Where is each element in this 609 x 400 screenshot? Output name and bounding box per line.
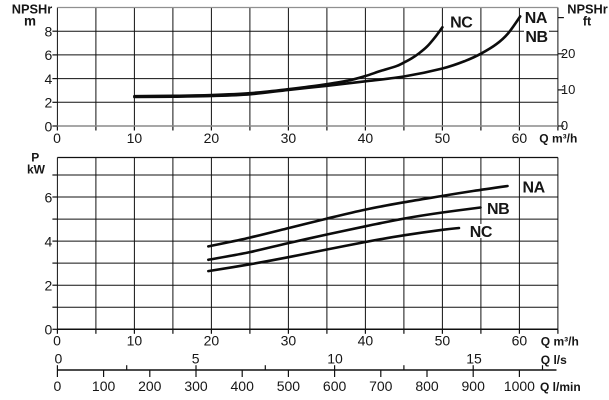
svg-text:50: 50 — [435, 332, 451, 348]
svg-text:NA: NA — [522, 180, 545, 197]
svg-text:40: 40 — [358, 332, 374, 348]
svg-text:10: 10 — [127, 332, 143, 348]
svg-text:ft: ft — [583, 14, 592, 28]
svg-text:10: 10 — [327, 351, 343, 367]
svg-text:NPSHr: NPSHr — [567, 2, 608, 17]
svg-text:2: 2 — [45, 95, 53, 111]
svg-text:m: m — [24, 13, 36, 28]
svg-text:60: 60 — [512, 130, 528, 146]
svg-text:0: 0 — [45, 322, 53, 338]
svg-text:0: 0 — [53, 332, 61, 348]
svg-text:0: 0 — [55, 351, 63, 367]
svg-text:15: 15 — [466, 351, 482, 367]
svg-text:Q m³/h: Q m³/h — [541, 334, 579, 348]
svg-text:20: 20 — [204, 130, 220, 146]
svg-text:0: 0 — [561, 118, 568, 133]
svg-text:10: 10 — [127, 130, 143, 146]
svg-text:300: 300 — [184, 378, 208, 394]
svg-text:4: 4 — [45, 71, 53, 87]
svg-text:700: 700 — [369, 378, 393, 394]
svg-text:30: 30 — [281, 130, 297, 146]
svg-text:60: 60 — [512, 332, 528, 348]
svg-text:500: 500 — [277, 378, 301, 394]
svg-text:6: 6 — [45, 189, 53, 205]
svg-text:0: 0 — [53, 130, 61, 146]
svg-text:100: 100 — [92, 378, 116, 394]
svg-text:NB: NB — [525, 29, 547, 46]
svg-text:900: 900 — [462, 378, 486, 394]
svg-text:NC: NC — [470, 224, 493, 241]
svg-text:50: 50 — [435, 130, 451, 146]
svg-text:4: 4 — [45, 233, 53, 249]
svg-text:800: 800 — [415, 378, 439, 394]
svg-text:20: 20 — [561, 46, 575, 61]
svg-text:200: 200 — [138, 378, 162, 394]
svg-text:2: 2 — [45, 278, 53, 294]
svg-text:P: P — [31, 151, 39, 165]
svg-text:Q l/min: Q l/min — [540, 380, 581, 394]
svg-text:NB: NB — [487, 201, 509, 218]
svg-text:1000: 1000 — [504, 378, 535, 394]
svg-text:NPSHr: NPSHr — [12, 2, 53, 17]
svg-text:10: 10 — [561, 82, 575, 97]
svg-text:20: 20 — [204, 332, 220, 348]
svg-text:NC: NC — [450, 14, 473, 31]
svg-text:600: 600 — [323, 378, 347, 394]
svg-text:40: 40 — [358, 130, 374, 146]
svg-text:0: 0 — [45, 118, 53, 134]
svg-text:kW: kW — [27, 162, 46, 176]
svg-text:400: 400 — [231, 378, 255, 394]
svg-text:5: 5 — [192, 351, 200, 367]
svg-text:0: 0 — [54, 378, 62, 394]
svg-text:Q m³/h: Q m³/h — [539, 131, 577, 145]
svg-text:Q l/s: Q l/s — [541, 353, 567, 367]
svg-text:8: 8 — [45, 24, 53, 40]
svg-text:NA: NA — [525, 10, 548, 27]
svg-text:30: 30 — [281, 332, 297, 348]
svg-text:6: 6 — [45, 47, 53, 63]
